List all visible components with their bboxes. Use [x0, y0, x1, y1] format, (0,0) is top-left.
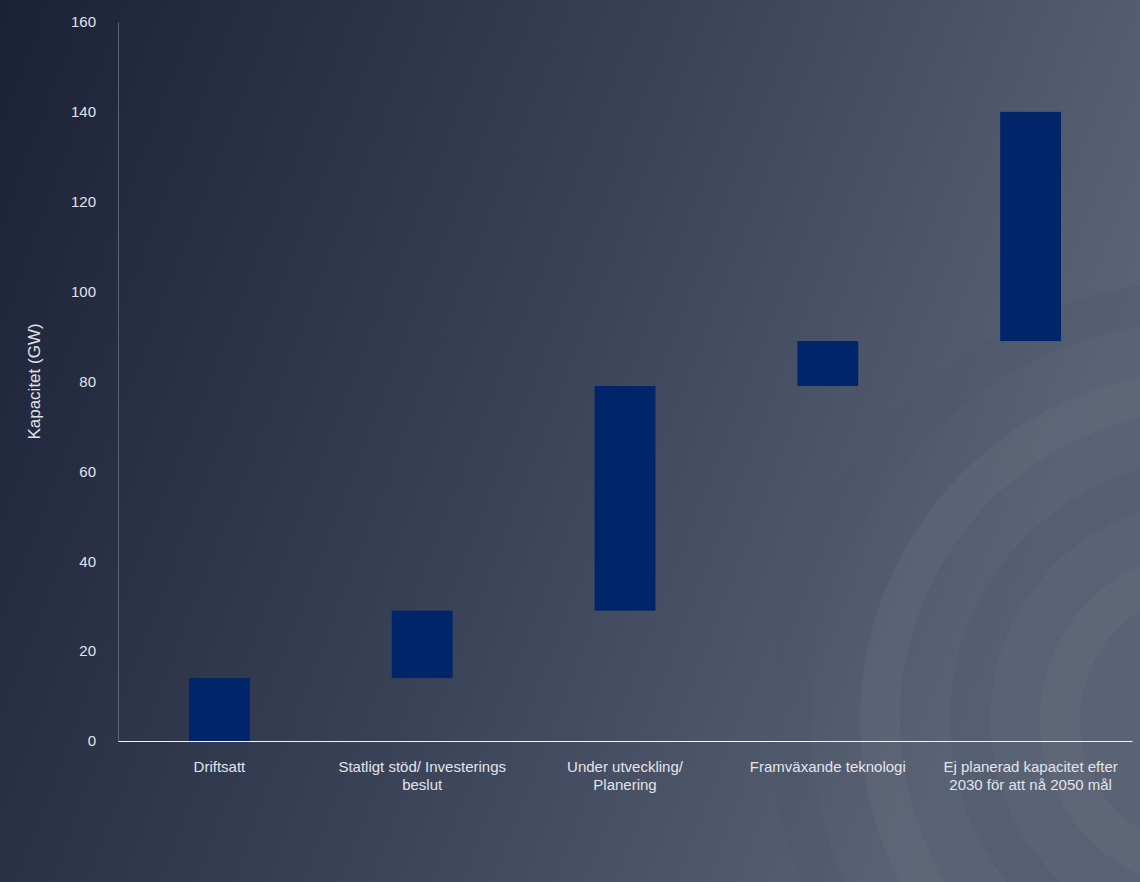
chart: 0 20 40 60 80 100 120 140 160 Driftsatt Statligt s…: [0, 0, 1140, 882]
x-tick-label: Under utveckling/Planering: [567, 758, 684, 794]
y-tick: 140: [71, 103, 118, 120]
x-tick: Statligt stöd/ Investeringsbeslut: [338, 741, 506, 793]
y-tick-label: 160: [71, 13, 96, 30]
x-tick-label: Ej planerad kapacitet efter2030 för att …: [943, 758, 1117, 794]
target-ring: [880, 390, 1140, 882]
target-ring: [1060, 570, 1140, 870]
bar: [392, 611, 453, 678]
x-tick: Driftsatt: [194, 741, 247, 775]
y-axis-title: Kapacitet (GW): [25, 323, 44, 439]
y-tick-label: 100: [71, 283, 96, 300]
y-tick-label: 80: [79, 373, 96, 390]
y-tick-label: 0: [88, 732, 96, 749]
y-tick: 60: [79, 463, 118, 480]
y-axis-line: [118, 23, 119, 742]
target-ring: [790, 300, 1140, 882]
x-tick-label: Statligt stöd/ Investeringsbeslut: [338, 758, 506, 794]
bars: [189, 112, 1061, 741]
y-tick: 100: [71, 283, 118, 300]
y-tick-label: 40: [79, 553, 96, 570]
decoration: [790, 300, 1140, 882]
x-tick: Under utveckling/Planering: [567, 741, 684, 793]
y-tick: 0: [88, 732, 118, 749]
x-tick: Ej planerad kapacitet efter2030 för att …: [943, 741, 1117, 793]
y-tick: 20: [79, 642, 118, 659]
bar: [595, 386, 656, 611]
x-axis-line: [119, 741, 1133, 742]
y-tick-label: 120: [71, 193, 96, 210]
bar: [189, 678, 250, 741]
y-tick: 40: [79, 553, 118, 570]
bar: [1000, 112, 1061, 341]
x-tick-label: Framväxande teknologi: [750, 758, 906, 775]
x-axis: Driftsatt Statligt stöd/ Investeringsbesl…: [119, 741, 1133, 793]
x-tick: Framväxande teknologi: [750, 741, 906, 775]
x-tick-label: Driftsatt: [194, 758, 247, 775]
y-tick: 160: [71, 13, 118, 30]
y-tick-label: 60: [79, 463, 96, 480]
y-tick: 120: [71, 193, 118, 210]
y-axis: 0 20 40 60 80 100 120 140 160: [71, 13, 119, 749]
plot: 0 20 40 60 80 100 120 140 160 Driftsatt Statligt s…: [71, 13, 1133, 793]
y-tick: 80: [79, 373, 118, 390]
y-tick-label: 20: [79, 642, 96, 659]
y-tick-label: 140: [71, 103, 96, 120]
target-ring: [970, 480, 1140, 882]
bar: [797, 341, 858, 386]
